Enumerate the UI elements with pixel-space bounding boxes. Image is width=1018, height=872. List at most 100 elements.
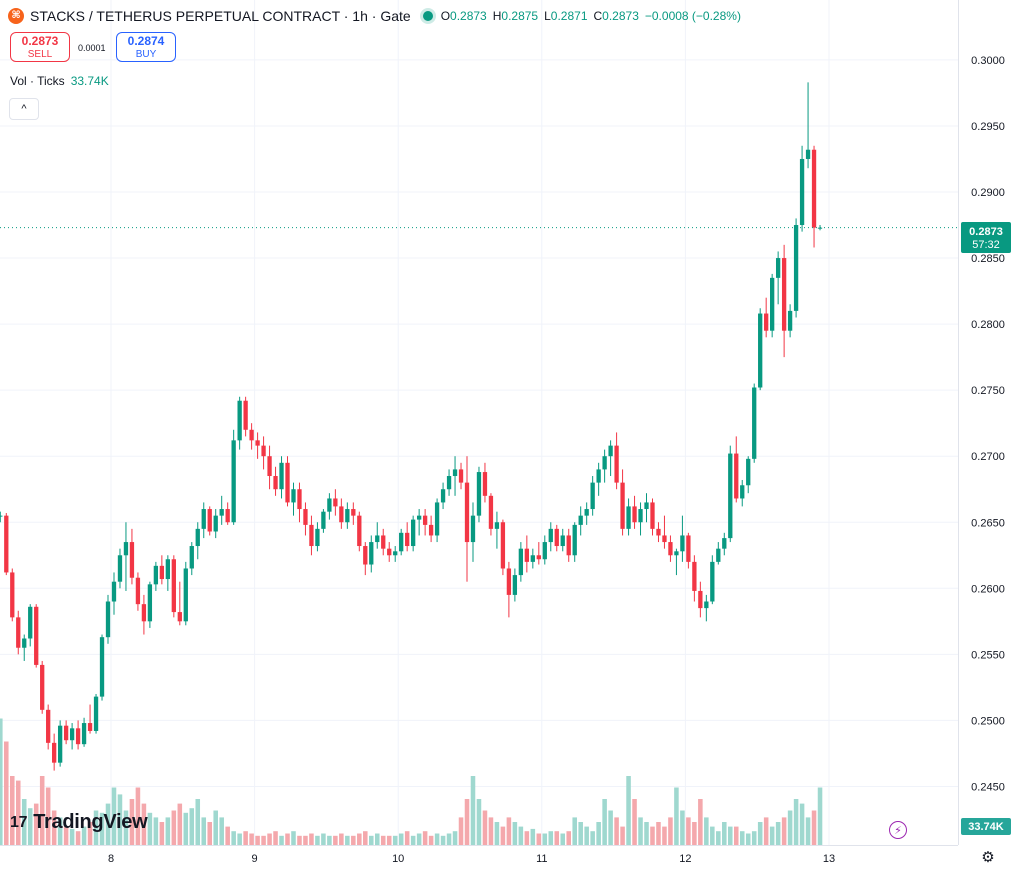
volume-bar — [458, 817, 464, 845]
candle-body — [716, 548, 721, 562]
candle-body — [536, 555, 541, 560]
volume-bar — [339, 833, 344, 845]
sell-button[interactable]: 0.2873 SELL — [10, 32, 70, 62]
candle-body — [428, 524, 434, 536]
volume-bar — [171, 810, 177, 845]
candle-body — [614, 445, 619, 483]
candle-body — [315, 528, 320, 547]
price-tick-label: 0.2700 — [971, 451, 1005, 463]
volume-bar — [345, 835, 350, 845]
volume-bar — [650, 826, 655, 845]
tradingview-logo[interactable]: 17 TradingView — [10, 811, 148, 834]
volume-bar — [614, 817, 619, 845]
volume-bar — [787, 810, 793, 845]
volume-bar — [75, 831, 81, 845]
volume-bar — [189, 808, 195, 845]
candle-body — [279, 462, 284, 490]
high-value: 0.2875 — [501, 9, 539, 23]
volume-bar — [416, 833, 422, 845]
candle-body — [554, 528, 559, 547]
volume-bar — [57, 817, 63, 845]
volume-bar — [512, 822, 518, 845]
low-value: 0.2871 — [550, 9, 588, 23]
volume-bar — [739, 831, 745, 845]
gear-icon[interactable]: ⚙ — [981, 849, 995, 866]
candle-body — [440, 489, 446, 503]
volume-bar — [15, 780, 21, 845]
candle-body — [710, 561, 715, 602]
volume-legend-value: 33.74K — [70, 74, 109, 88]
candle-body — [452, 469, 458, 477]
candle-body — [351, 509, 356, 516]
buy-button[interactable]: 0.2874 BUY — [116, 32, 176, 62]
volume-bar — [63, 826, 69, 845]
candle-body — [758, 313, 763, 388]
candle-body — [141, 604, 147, 622]
candle-body — [578, 515, 583, 525]
candle-body — [123, 542, 129, 556]
volume-bar — [237, 833, 242, 845]
volume-bar — [566, 831, 571, 845]
tradingview-wordmark: TradingView — [33, 811, 148, 833]
volume-bar — [261, 835, 266, 845]
candle-body — [243, 400, 248, 430]
price-axis[interactable]: 0.3000 0.2950 0.2900 0.2850 0.2800 0.2750 0.27… — [971, 55, 1005, 794]
volume-bar — [793, 799, 799, 845]
volume-value-label: 33.74K — [961, 818, 1011, 835]
candle-body — [482, 472, 488, 496]
candle-body — [273, 476, 278, 490]
volume-bar — [111, 787, 117, 845]
volume-bar — [369, 835, 374, 845]
volume-bar — [422, 831, 428, 845]
open-value: 0.2873 — [450, 9, 487, 23]
price-tick-label: 0.2600 — [971, 583, 1005, 595]
lightning-icon[interactable]: ⚡ — [889, 821, 907, 839]
volume-bar — [572, 817, 577, 845]
candle-body — [620, 482, 625, 529]
volume-bar — [757, 822, 763, 845]
candle-body — [596, 469, 601, 483]
volume-bar — [159, 822, 165, 845]
candle-body — [548, 528, 553, 543]
ohlc-values: O0.2873 H0.2875 L0.2871 C0.2873 −0.0008 (−0.… — [441, 9, 747, 23]
buy-price: 0.2874 — [127, 34, 165, 48]
candle-body — [811, 149, 817, 228]
market-open-dot-icon — [422, 11, 433, 21]
volume-bar — [476, 799, 482, 845]
volume-bar — [351, 835, 356, 845]
volume-bar — [279, 835, 284, 845]
collapse-legend-button[interactable]: ^ — [9, 98, 39, 120]
candle-body — [698, 590, 703, 609]
volume-bar — [267, 833, 272, 845]
volume-bar — [0, 718, 3, 845]
volume-bar — [45, 787, 51, 845]
candle-body — [34, 606, 39, 665]
time-axis[interactable]: 8 9 10 11 12 13 — [108, 853, 835, 865]
volume-bar — [530, 828, 536, 845]
volume-bar — [428, 835, 434, 845]
candle-body — [626, 506, 631, 529]
symbol-title[interactable]: STACKS / TETHERUS PERPETUAL CONTRACT · 1… — [30, 8, 411, 24]
volume-bar — [470, 776, 476, 845]
volume-bar — [716, 831, 721, 845]
volume-bar — [213, 810, 218, 845]
candle-body — [464, 482, 470, 543]
candle-body — [668, 542, 673, 556]
volume-bar — [434, 833, 440, 845]
candle-body — [153, 565, 159, 585]
volume-legend[interactable]: Vol · Ticks 33.74K — [10, 74, 109, 88]
candle-body — [219, 509, 224, 516]
candle-body — [10, 572, 15, 618]
candle-body — [345, 509, 350, 523]
volume-bar — [769, 826, 775, 845]
volume-bar — [207, 822, 212, 845]
volume-bar — [584, 826, 589, 845]
volume-bar — [500, 826, 506, 845]
volume-bar — [357, 833, 362, 845]
volume-bar — [273, 831, 278, 845]
candle-body — [225, 509, 230, 523]
time-tick-label: 8 — [108, 853, 114, 865]
candle-body — [63, 725, 69, 741]
candle-body — [117, 555, 123, 582]
